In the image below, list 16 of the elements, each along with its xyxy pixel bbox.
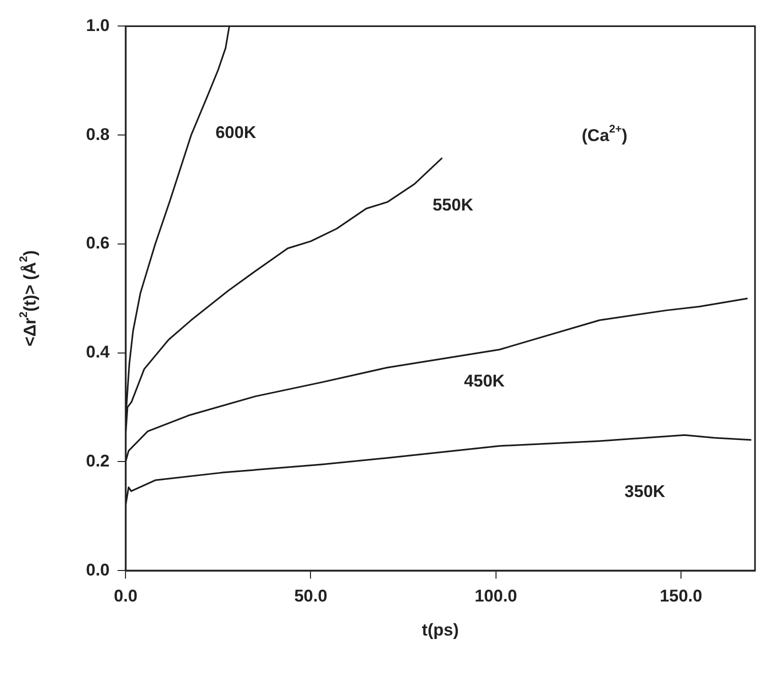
series-label: 600K <box>215 123 257 142</box>
y-tick-label: 0.2 <box>86 451 110 470</box>
x-tick-label: 0.0 <box>114 586 138 606</box>
x-tick-label: 50.0 <box>294 586 328 606</box>
series-label: 450K <box>464 371 506 390</box>
y-tick-label: 0.4 <box>86 342 110 362</box>
y-tick-label: 1.0 <box>86 16 110 35</box>
x-tick-label: 150.0 <box>660 586 702 606</box>
y-tick-label: 0.0 <box>86 560 110 580</box>
y-tick-label: 0.6 <box>86 234 110 253</box>
y-axis-title: <Δr2(t)> (Å2) <box>18 250 40 347</box>
text: 350K <box>624 482 666 501</box>
x-axis-title: t(ps) <box>422 620 459 640</box>
series-label: 550K <box>432 196 474 215</box>
y-tick-label: 0.8 <box>86 124 110 144</box>
x-tick-label: 100.0 <box>474 586 518 606</box>
